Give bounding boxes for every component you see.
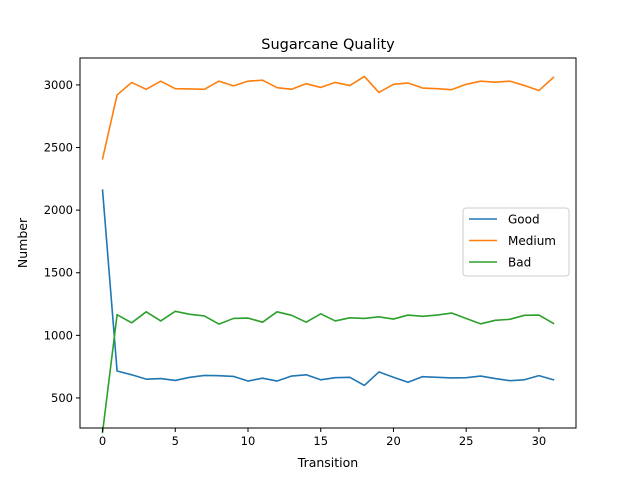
y-tick-label: 2500 <box>44 141 73 155</box>
y-tick-label: 1500 <box>44 266 73 280</box>
series-line-good <box>101 189 555 387</box>
x-tick-label: 0 <box>99 434 106 448</box>
y-axis: 500 1000 1500 2000 2500 3000 <box>44 78 80 405</box>
x-axis-label: Transition <box>297 455 358 470</box>
x-tick-label: 20 <box>386 434 401 448</box>
x-tick-label: 5 <box>172 434 179 448</box>
chart-title: Sugarcane Quality <box>261 37 395 53</box>
legend-box <box>462 207 570 277</box>
y-tick-label: 500 <box>51 391 73 405</box>
x-tick-label: 30 <box>532 434 547 448</box>
x-axis: 0 5 10 15 20 25 30 <box>99 428 546 448</box>
plot-lines <box>101 75 555 434</box>
legend: Good Medium Bad <box>462 207 570 277</box>
legend-label-medium: Medium <box>508 234 556 248</box>
x-tick-label: 10 <box>241 434 256 448</box>
series-line-medium <box>101 75 555 160</box>
x-tick-label: 25 <box>459 434 474 448</box>
y-axis-label: Number <box>15 217 30 268</box>
y-tick-label: 2000 <box>44 203 73 217</box>
legend-label-good: Good <box>508 213 540 227</box>
series-line-bad <box>101 310 555 434</box>
y-tick-label: 3000 <box>44 78 73 92</box>
legend-label-bad: Bad <box>508 256 531 270</box>
y-tick-label: 1000 <box>44 328 73 342</box>
x-tick-label: 15 <box>313 434 328 448</box>
plot-frame <box>79 57 577 429</box>
legend-items: Good Medium Bad <box>469 213 556 270</box>
